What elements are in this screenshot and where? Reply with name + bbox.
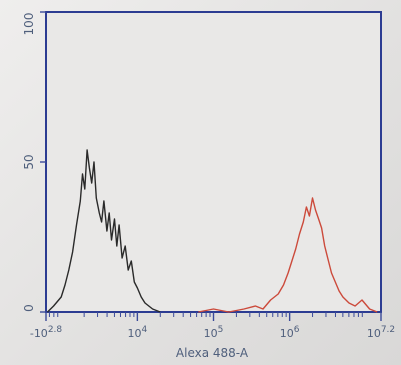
x-tick-label-3: 105: [204, 325, 224, 340]
histogram-series-1: [47, 149, 161, 313]
x-axis: -102.8 104 105 106 107.2: [30, 312, 395, 340]
x-axis-label: Alexa 488-A: [176, 346, 249, 360]
y-axis: 0 50 100: [22, 11, 46, 313]
plot-area: [45, 11, 382, 313]
x-tick-label-4: 106: [280, 325, 300, 340]
x-tick-label-1: -102.8: [30, 325, 63, 340]
histogram-series-2: [198, 197, 378, 313]
y-tick-label-3: 100: [22, 13, 36, 36]
x-tick-label-2: 104: [127, 325, 147, 340]
y-tick-label-1: 0: [22, 304, 36, 312]
x-tick-label-5: 107.2: [367, 325, 395, 340]
y-tick-label-2: 50: [22, 154, 36, 169]
series-layer: [47, 149, 378, 313]
